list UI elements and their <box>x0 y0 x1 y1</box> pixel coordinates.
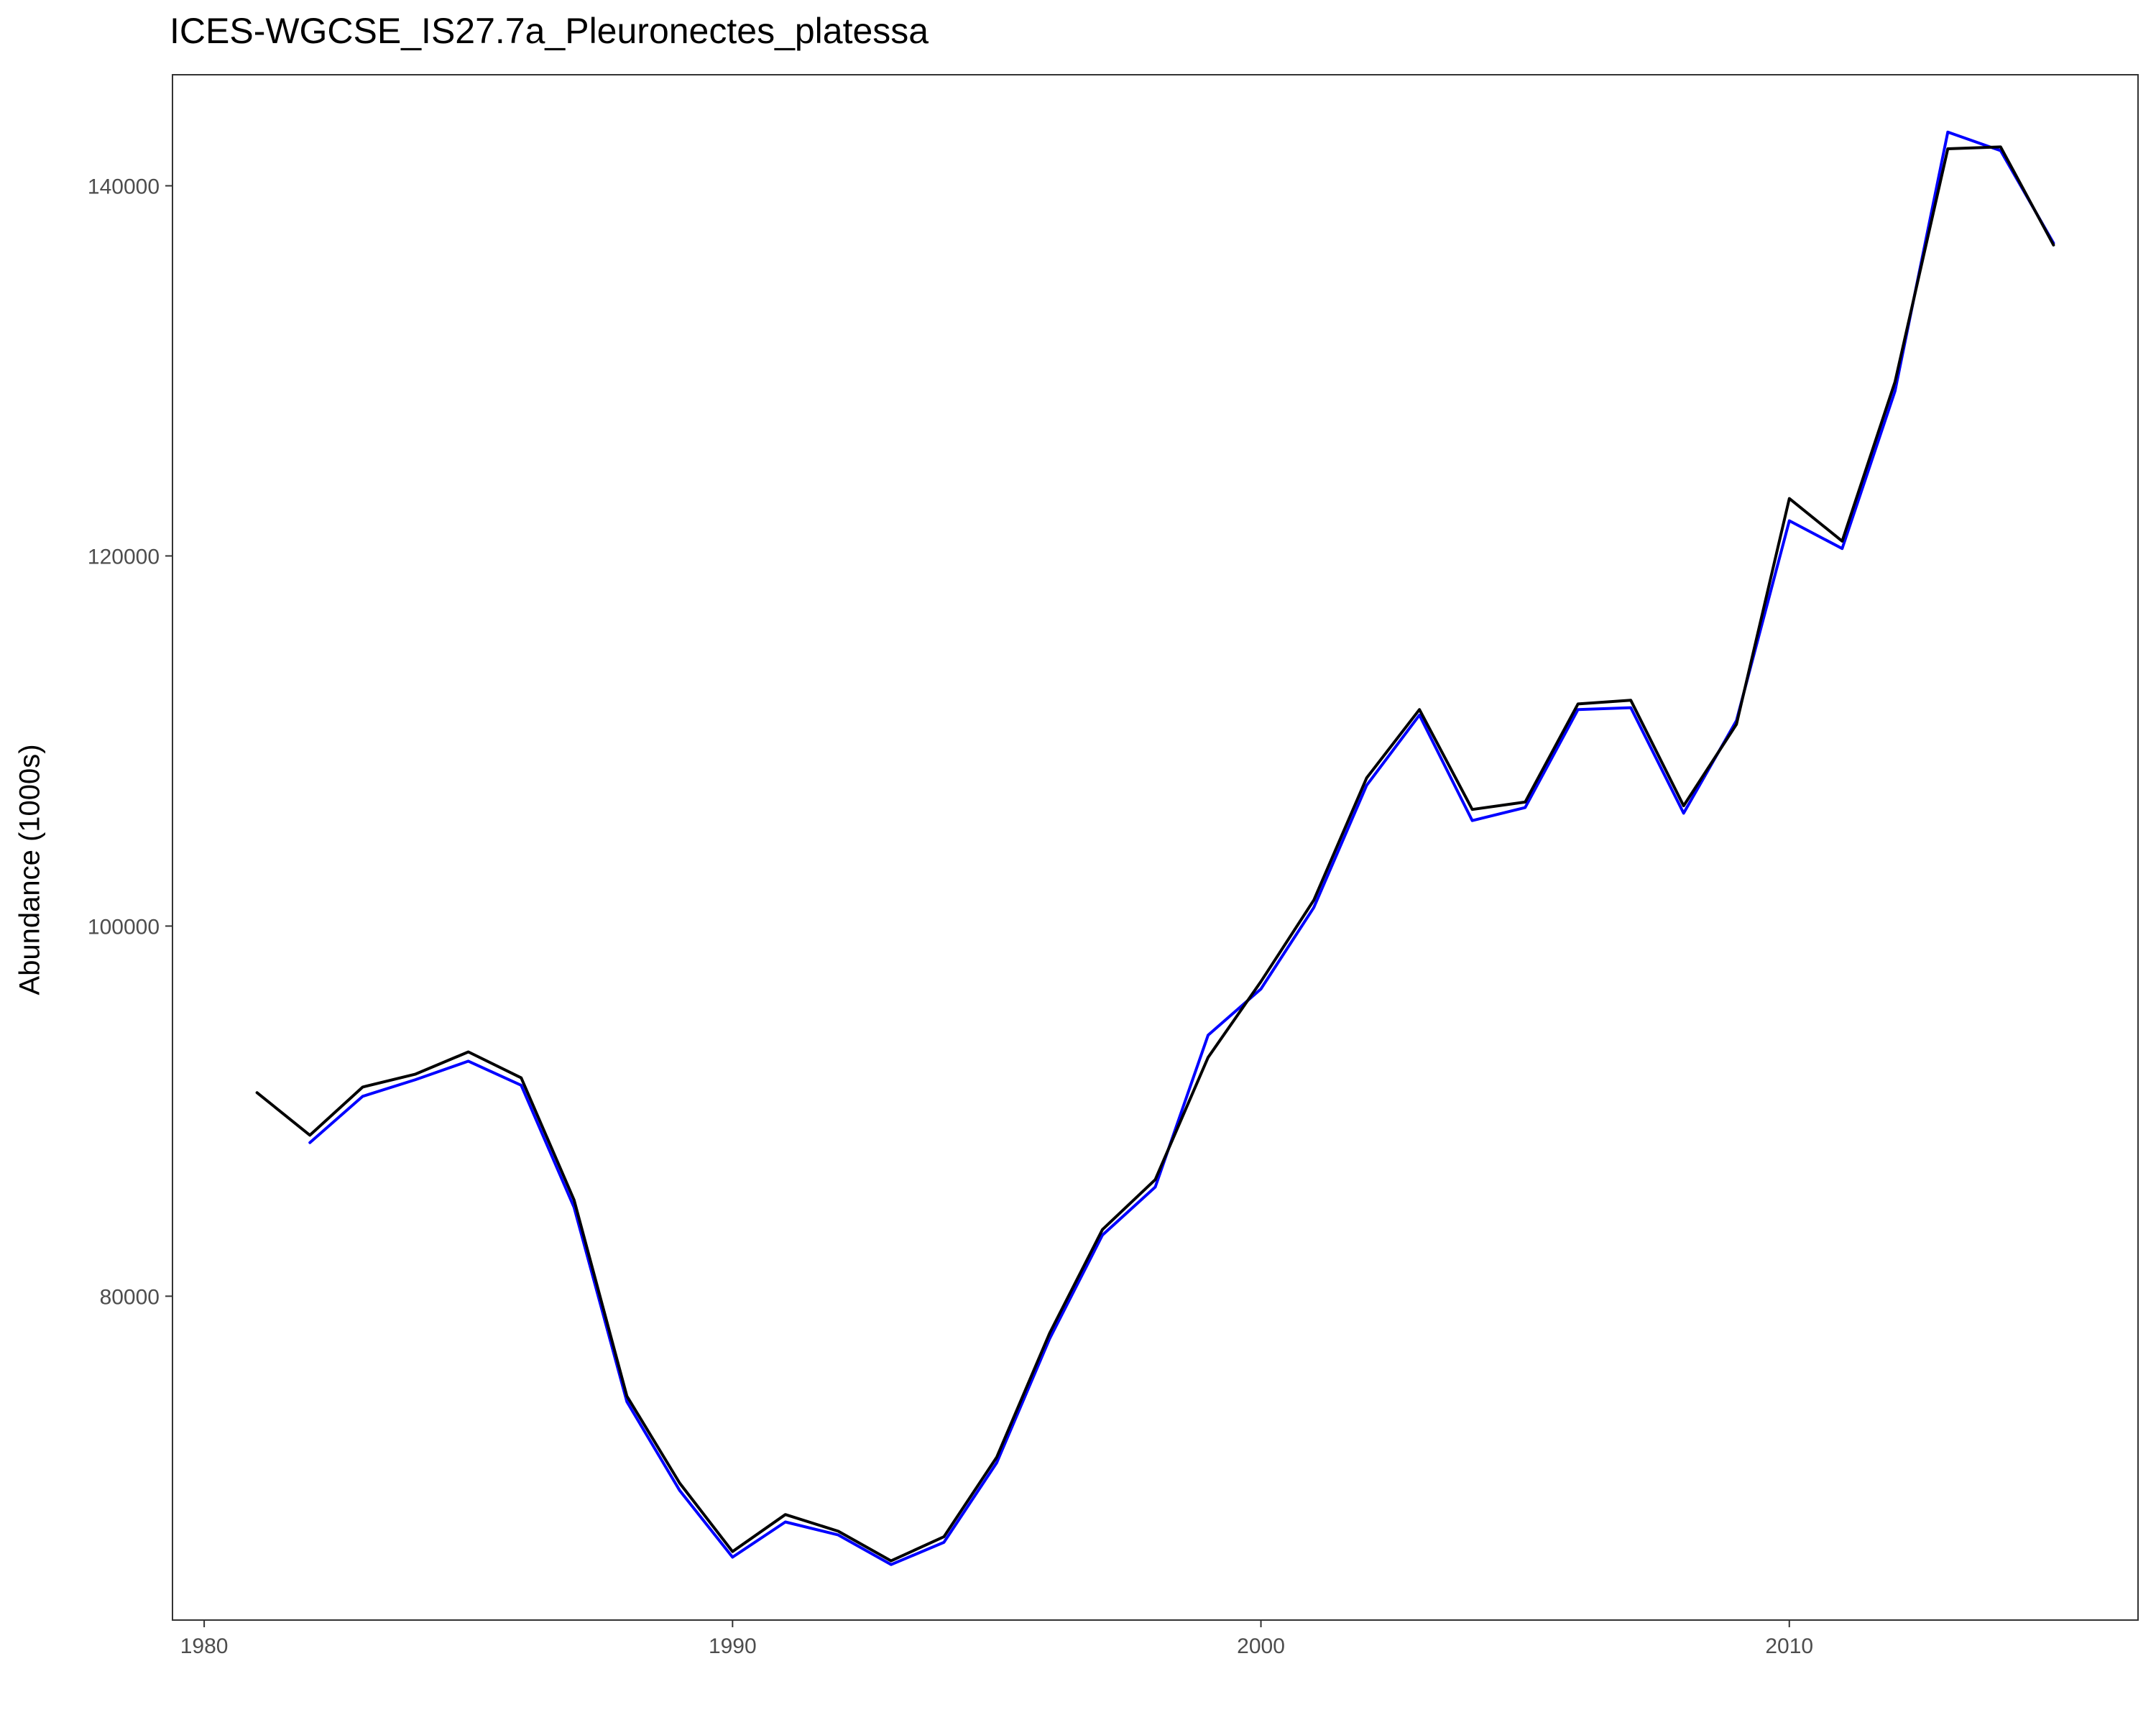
x-tick-label: 1980 <box>180 1634 229 1658</box>
series-line-1 <box>308 130 2055 1566</box>
x-tick-label: 2010 <box>1765 1634 1813 1658</box>
x-tick-label: 2000 <box>1237 1634 1285 1658</box>
series-layer <box>255 130 2055 1566</box>
chart-title: ICES-WGCSE_IS27.7a_Pleuronectes_platessa <box>170 11 929 51</box>
axis-layer: 1980 1990 2000 2010 80000 100000 120000 140000 <box>88 175 1813 1658</box>
x-tick-label: 1990 <box>709 1634 757 1658</box>
y-tick-label: 140000 <box>88 175 160 198</box>
panel-border <box>172 74 2139 1621</box>
y-tick-label: 100000 <box>88 915 160 939</box>
y-tick-label: 120000 <box>88 545 160 569</box>
y-tick-label: 80000 <box>100 1285 160 1309</box>
series-line-2 <box>255 145 2055 1563</box>
